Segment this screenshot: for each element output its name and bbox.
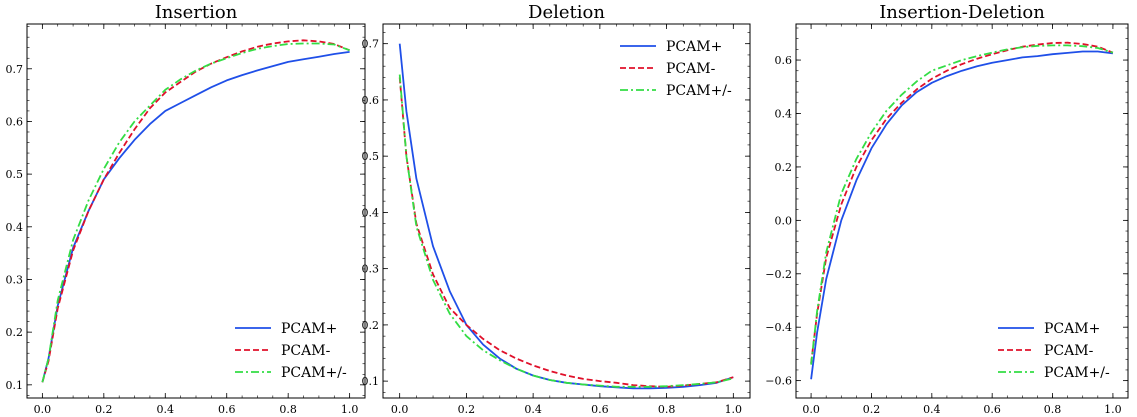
series-line-dashed [810,41,1114,364]
y-tick-label: 0.1 [362,375,380,388]
x-tick-label: 0.2 [863,403,881,416]
series-line-solid [398,43,734,390]
chart-title: Insertion-Deletion [879,2,1045,23]
plot-frame [795,23,1129,399]
y-tick-label: 0.2 [362,319,380,332]
chart-panel-3: Insertion-Deletion 0.0 0.2 0.4 0.6 0.8 1.0 −0.6… [765,2,1129,416]
y-tick-label: 0.3 [362,263,380,276]
y-tick-label: −0.6 [765,375,792,388]
x-tick-label: 0.8 [658,403,676,416]
legend-label: PCAM+/- [666,83,732,99]
y-tick-label: 0.6 [362,94,380,107]
series-line-dashdot [41,42,350,383]
x-tick-label: 0.8 [1044,403,1062,416]
legend-label: PCAM- [281,343,331,359]
legend-label: PCAM- [666,61,716,77]
series-line-dashed [398,77,734,388]
y-tick-label: 0.6 [6,115,24,128]
chart-title: Insertion [155,2,238,23]
y-tick-label: 0.0 [775,214,793,227]
y-tick-label: 0.4 [362,206,380,219]
y-tick-label: 0.6 [775,54,793,67]
series-line-solid [810,50,1114,380]
x-tick-label: 0.4 [923,403,941,416]
x-tick-label: 1.0 [725,403,743,416]
chart-title: Deletion [528,2,605,23]
plot-frame [26,23,366,399]
y-tick-label: 0.4 [775,107,793,120]
x-tick-label: 0.8 [279,403,297,416]
legend: PCAM+ PCAM- PCAM+/- [620,39,732,99]
x-tick-label: 0.2 [458,403,476,416]
x-tick-label: 0.0 [34,403,52,416]
plot-frame [382,23,751,399]
x-tick-label: 1.0 [1104,403,1122,416]
x-tick-label: 0.2 [95,403,113,416]
series-line-dashdot [810,44,1114,365]
x-tick-label: 0.4 [524,403,542,416]
chart-panel-2: Deletion 0.0 0.2 0.4 0.6 0.8 1.0 0.1 0.2 0.3 0.4 0.… [362,2,751,416]
chart-panel-1: Insertion 0.0 0.2 0.4 0.6 0.8 1.0 0.1 0.2 0.3 0.4 0… [6,2,366,416]
y-tick-label: −0.4 [765,321,792,334]
legend-label: PCAM+/- [281,365,347,381]
legend-label: PCAM- [1044,343,1094,359]
y-tick-label: 0.2 [6,326,24,339]
y-tick-label: 0.2 [775,161,793,174]
y-tick-label: −0.2 [765,268,792,281]
x-tick-label: 0.6 [983,403,1001,416]
y-tick-label: 0.7 [6,63,24,76]
x-tick-label: 0.0 [802,403,820,416]
x-tick-label: 0.4 [157,403,175,416]
x-tick-label: 0.0 [391,403,409,416]
y-tick-label: 0.5 [362,150,380,163]
series-line-dashdot [398,74,734,388]
y-tick-label: 0.1 [6,379,24,392]
y-tick-label: 0.7 [362,38,380,51]
y-tick-label: 0.4 [6,221,24,234]
y-tick-label: 0.5 [6,168,24,181]
legend-label: PCAM+ [1044,321,1100,337]
legend: PCAM+ PCAM- PCAM+/- [235,321,347,381]
x-tick-label: 0.6 [218,403,236,416]
legend-label: PCAM+/- [1044,365,1110,381]
x-tick-label: 1.0 [341,403,359,416]
legend: PCAM+ PCAM- PCAM+/- [998,321,1110,381]
series-line-dashed [41,39,350,383]
legend-label: PCAM+ [666,39,722,55]
x-tick-label: 0.6 [591,403,609,416]
y-tick-label: 0.3 [6,273,24,286]
legend-label: PCAM+ [281,321,337,337]
